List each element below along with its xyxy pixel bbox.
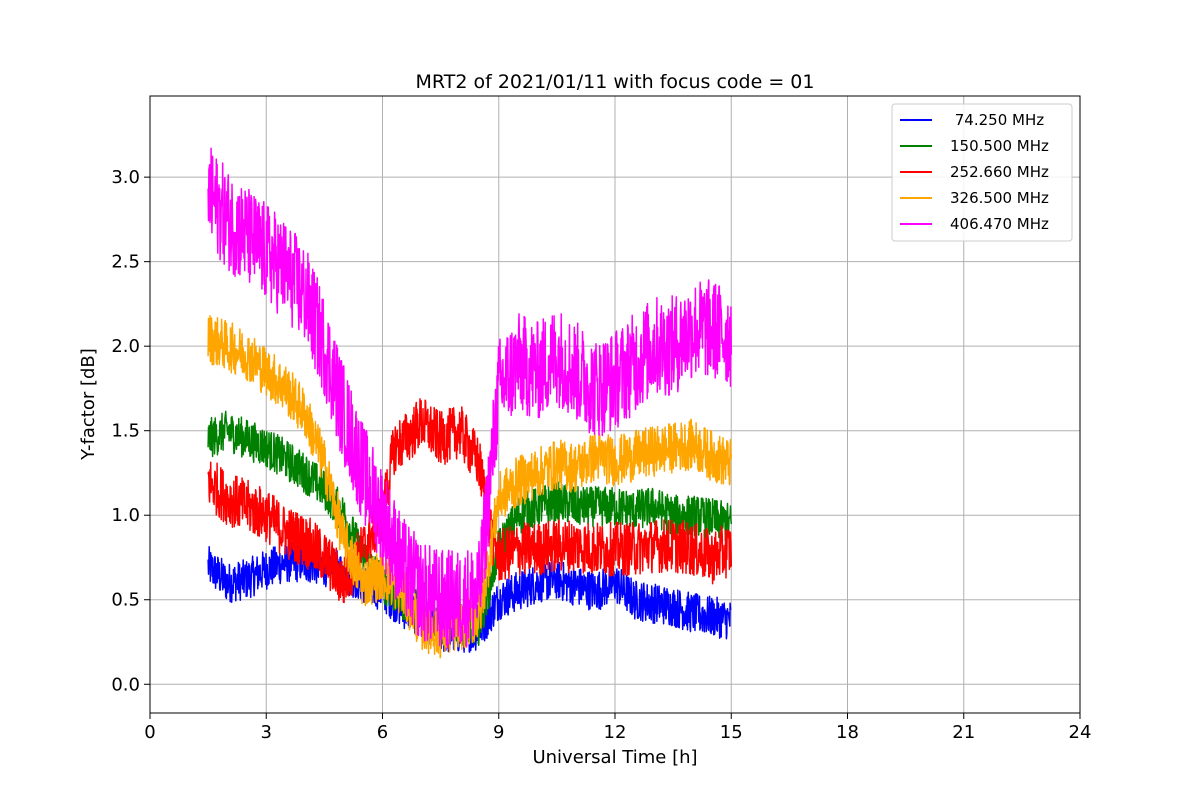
legend-label: 74.250 MHz (950, 111, 1044, 129)
series-lines (207, 147, 733, 659)
y-tick-label: 0.5 (111, 590, 140, 611)
x-tick-label: 12 (604, 722, 627, 743)
x-tick-label: 0 (144, 722, 155, 743)
series-line (207, 398, 733, 604)
legend-items: 74.250 MHz 150.500 MHz 252.660 MHz 326.500 … (900, 111, 1049, 233)
y-tick-label: 3.0 (111, 167, 140, 188)
y-tick-label: 1.5 (111, 421, 140, 442)
legend-label: 406.470 MHz (950, 215, 1049, 233)
x-tick-label: 18 (836, 722, 859, 743)
axis-ticks: 0 3 6 9 12 15 18 21 24 0.0 0.5 1.0 1.5 2.0 2.5 3.0 (111, 167, 1091, 743)
y-axis-label: Y-factor [dB] (78, 348, 99, 461)
y-tick-label: 2.0 (111, 336, 140, 357)
legend: 74.250 MHz 150.500 MHz 252.660 MHz 326.500 … (891, 103, 1073, 242)
y-tick-label: 1.0 (111, 505, 140, 526)
x-tick-label: 3 (261, 722, 272, 743)
legend-label: 326.500 MHz (950, 189, 1049, 207)
series-line (207, 147, 733, 650)
x-tick-label: 9 (493, 722, 504, 743)
x-tick-label: 6 (377, 722, 388, 743)
x-tick-label: 15 (720, 722, 743, 743)
x-axis-label: Universal Time [h] (532, 747, 697, 768)
chart-title: MRT2 of 2021/01/11 with focus code = 01 (416, 71, 815, 93)
legend-label: 252.660 MHz (950, 163, 1049, 181)
x-tick-label: 24 (1069, 722, 1092, 743)
y-tick-label: 2.5 (111, 252, 140, 273)
legend-label: 150.500 MHz (950, 137, 1049, 155)
legend-box (891, 103, 1073, 242)
y-tick-label: 0.0 (111, 674, 140, 695)
x-tick-label: 21 (952, 722, 975, 743)
